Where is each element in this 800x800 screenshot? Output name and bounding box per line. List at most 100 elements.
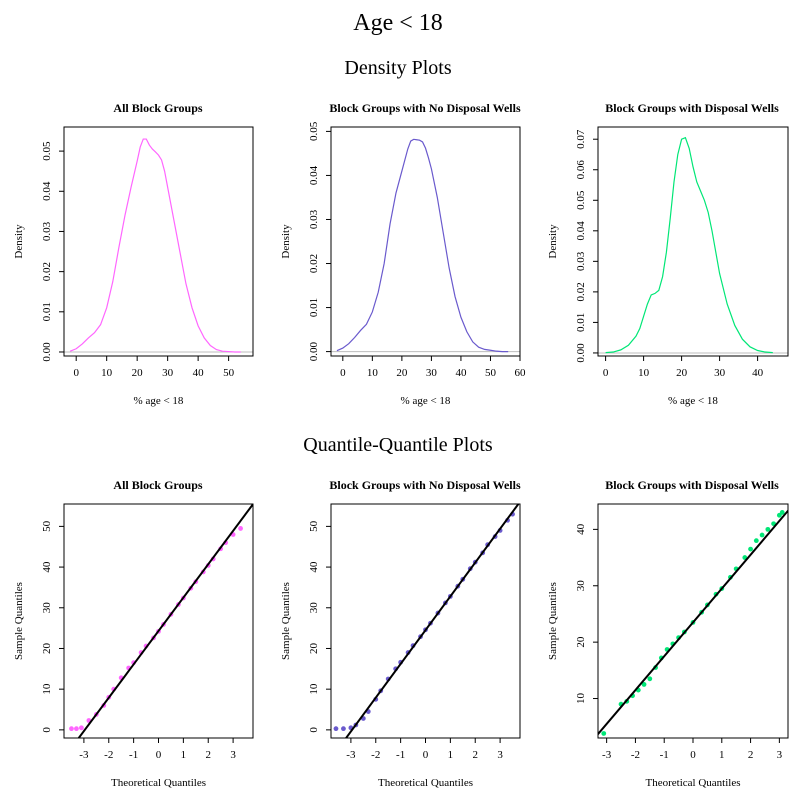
x-tick-label: 10 [367,367,379,379]
plot-frame [597,126,789,357]
x-tick-label: -1 [129,749,138,761]
y-tick-label: 0.05 [308,121,320,141]
plot-data [336,138,509,353]
y-tick-label: 30 [575,580,587,592]
x-tick-label: 60 [515,367,527,379]
x-tick-label: 3 [230,749,236,761]
x-axis-label: Theoretical Quantiles [378,777,473,789]
y-tick-label: 0.04 [308,165,320,185]
density-curve [605,136,773,354]
panel-title: All Block Groups [113,478,202,492]
x-tick-label: -1 [660,749,669,761]
x-tick-label: 10 [101,367,113,379]
x-axis-label: % age < 18 [668,395,718,407]
qq-reference-line [344,504,520,738]
x-tick-label: 20 [396,367,408,379]
plot-data [69,138,241,353]
plot-data [333,504,520,738]
plot-data [605,136,773,354]
y-tick-label: 20 [41,642,53,654]
panel-density-no-wells: Block Groups with No Disposal Wells 0 10 20… [280,101,526,407]
y-tick-label: 30 [41,602,53,614]
density-curve [69,138,241,353]
x-tick-label: 0 [340,367,346,379]
qq-point [74,726,79,732]
x-tick-label: 0 [603,367,609,379]
y-axis-label: Density [13,224,25,259]
x-tick-label: 50 [223,367,235,379]
qq-point [779,510,785,515]
x-axis-label: % age < 18 [401,395,451,407]
y-tick-label: 50 [308,520,320,532]
qq-point [238,526,243,531]
x-tick-label: 2 [748,749,754,761]
plot-frame [63,126,254,357]
panel-density-all: All Block Groups 0 10 20 30 40 50 0.00 0.01 0.02 0… [13,101,254,407]
y-tick-label: 0.05 [41,141,53,161]
plot-data [598,509,788,736]
y-axis-label: Density [547,224,559,259]
x-tick-label: 30 [426,367,438,379]
x-tick-label: -2 [631,749,640,761]
x-tick-label: 50 [485,367,497,379]
y-tick-label: 40 [308,561,320,573]
y-tick-label: 20 [575,636,587,648]
y-tick-label: 0.01 [308,298,320,317]
x-tick-label: 40 [455,367,467,379]
y-tick-label: 0 [41,727,53,733]
y-tick-label: 10 [575,693,587,705]
x-tick-label: 0 [690,749,696,761]
qq-point [759,532,765,538]
y-tick-label: 20 [308,642,320,654]
y-tick-label: 0.06 [575,160,587,180]
panel-title: Block Groups with Disposal Wells [605,101,779,115]
y-tick-label: 0.02 [41,262,53,281]
x-axis-label: Theoretical Quantiles [646,777,741,789]
y-axis-label: Sample Quantiles [280,582,292,660]
y-tick-label: 0.01 [575,313,587,332]
x-tick-label: 1 [448,749,454,761]
qq-point [341,726,346,732]
x-axis-label: % age < 18 [134,395,184,407]
y-tick-label: 0.02 [308,254,320,273]
y-tick-label: 0.00 [575,343,587,363]
plot-frame [63,503,254,739]
density-curve [336,138,509,353]
x-tick-label: -2 [371,749,380,761]
y-axis-label: Sample Quantiles [547,582,559,660]
x-tick-label: -3 [602,749,612,761]
x-tick-label: 1 [719,749,725,761]
x-tick-label: -1 [396,749,405,761]
y-tick-label: 0.03 [575,251,587,271]
panel-title: All Block Groups [113,101,202,115]
x-tick-label: 0 [423,749,429,761]
y-tick-label: 0 [308,727,320,733]
panel-title: Block Groups with No Disposal Wells [329,478,521,492]
panel-density-with-wells: Block Groups with Disposal Wells 0 10 20 30 4… [547,101,789,407]
y-tick-label: 50 [41,520,53,532]
x-tick-label: 30 [714,367,726,379]
x-tick-label: -2 [104,749,113,761]
qq-point [333,726,339,732]
x-tick-label: 40 [193,367,205,379]
qq-point [647,676,653,682]
x-tick-label: 20 [676,367,688,379]
y-tick-label: 0.03 [308,209,320,229]
y-axis-label: Sample Quantiles [13,582,25,660]
y-tick-label: 10 [308,683,320,695]
x-tick-label: 10 [638,367,650,379]
panel-qq-no-wells: Block Groups with No Disposal Wells -3 -2 -… [280,478,521,789]
y-tick-label: 40 [41,561,53,573]
qq-reference-line [77,504,253,738]
y-tick-label: 0.00 [41,342,53,362]
plot-frame [330,126,521,357]
y-tick-label: 0.01 [41,302,53,321]
qq-reference-line [598,509,788,736]
qq-point [765,526,771,532]
y-tick-label: 30 [308,602,320,614]
y-tick-label: 0.04 [41,181,53,201]
y-tick-label: 0.07 [575,129,587,149]
x-tick-label: 3 [497,749,503,761]
x-tick-label: 3 [777,749,783,761]
